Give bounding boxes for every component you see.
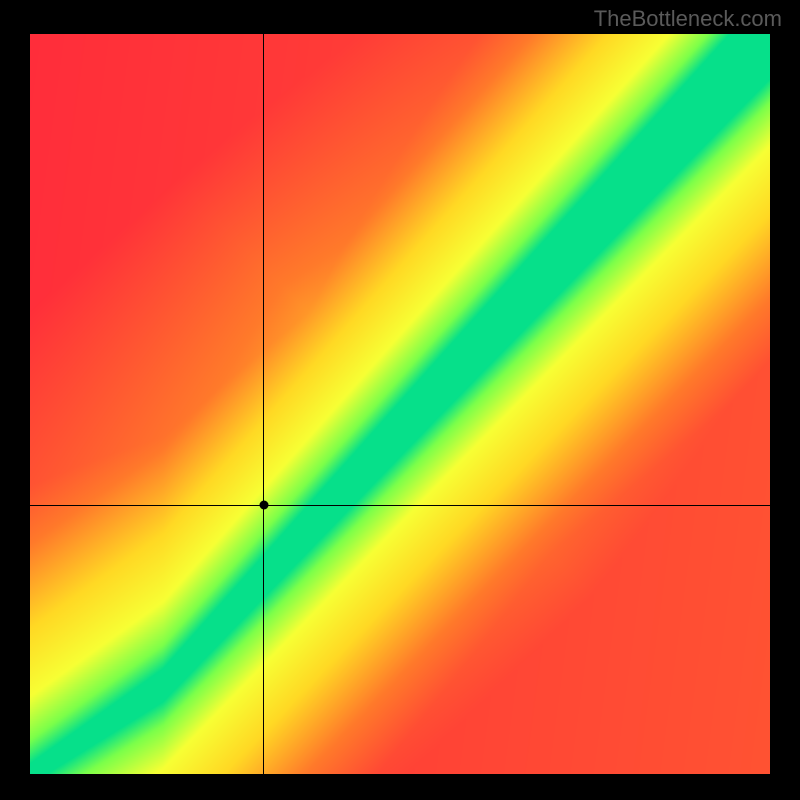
crosshair-dot [259,501,268,510]
heatmap-canvas [30,34,770,774]
crosshair-horizontal [30,505,770,506]
heatmap-plot [30,34,770,774]
crosshair-vertical [263,34,264,774]
watermark-text: TheBottleneck.com [594,6,782,32]
